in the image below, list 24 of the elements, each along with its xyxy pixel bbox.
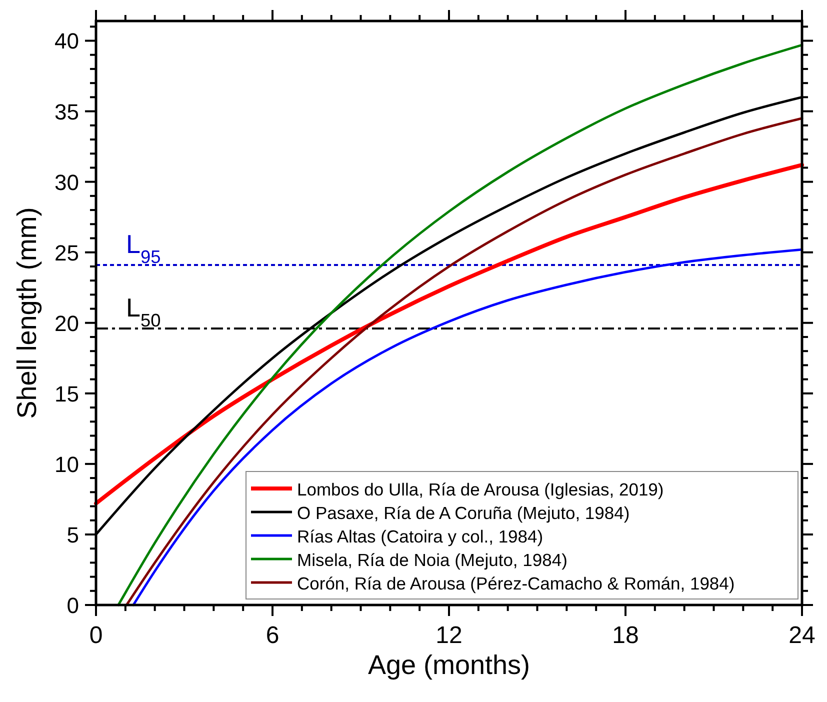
y-tick-label: 35 (54, 99, 79, 124)
legend-label: Lombos do Ulla, Ría de Arousa (Iglesias, 2019) (297, 480, 664, 500)
y-tick-label: 0 (66, 593, 79, 618)
line-series (94, 162, 804, 506)
y-tick-label: 5 (66, 522, 79, 548)
x-tick-label: 0 (89, 622, 103, 649)
y-tick-label: 10 (54, 452, 79, 477)
legend-label: Corón, Ría de Arousa (Pérez-Camacho & Román, 1984) (297, 574, 735, 594)
legend-label: Misela, Ría de Noia (Mejuto, 1984) (297, 550, 568, 570)
ref-line-label: L$_{50}$ (126, 292, 161, 331)
y-tick-label: 15 (54, 381, 79, 406)
y-tick-label: 20 (54, 310, 79, 336)
x-tick-label: 12 (436, 622, 462, 649)
y-axis-title: Shell length (mm) (12, 207, 42, 419)
x-axis-title: Age (months) (368, 650, 530, 680)
x-tick-label: 24 (788, 622, 816, 649)
legend-label: Rías Altas (Catoira y col., 1984) (297, 526, 544, 546)
y-tick-label: 30 (54, 170, 79, 195)
x-tick-label: 6 (266, 622, 280, 649)
legend-label: O Pasaxe, Ría de A Coruña (Mejuto, 1984) (297, 503, 630, 523)
y-tick-label: 40 (54, 28, 79, 54)
x-tick-label: 18 (612, 622, 639, 649)
y-tick-label: 25 (54, 240, 79, 266)
ref-line-label: L$_{95}$ (126, 229, 161, 268)
